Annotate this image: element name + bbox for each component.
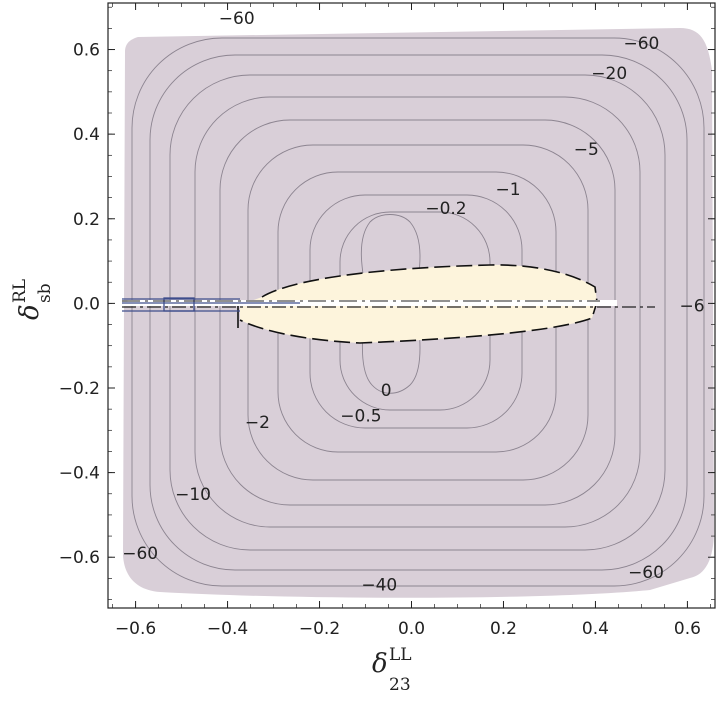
y-axis-subscript: sb: [35, 283, 55, 303]
contour-line: [194, 96, 641, 528]
contour-value-label: −60: [623, 34, 659, 54]
x-tick-label: 0.0: [398, 619, 425, 639]
zero-band-white: [122, 300, 617, 306]
axis-tick-labels: −0.6 −0.4 −0.2 0.0 0.2 0.4 0.6 0.6 0.4 0.2 0.0 −0.2…: [59, 41, 701, 639]
contour-labels: −60−60−20−5−1−0.2−60−0.5−2−10−60−60−40: [122, 9, 704, 596]
contour-value-label: −2: [245, 413, 270, 433]
contour-value-label: 0: [381, 381, 392, 401]
x-tick-label: −0.4: [207, 619, 248, 639]
y-axis-label: δ RL sb: [10, 279, 55, 320]
contour-value-label: −0.2: [425, 199, 466, 219]
contour-line: [219, 119, 616, 506]
x-axis-symbol: δ: [372, 649, 388, 679]
x-axis-subscript: 23: [389, 675, 411, 695]
x-tick-label: 0.6: [674, 619, 701, 639]
y-axis-symbol: δ: [15, 304, 45, 320]
contour-value-label: −60: [628, 563, 664, 583]
y-tick-label: −0.2: [59, 379, 100, 399]
contour-value-label: −1: [496, 180, 521, 200]
y-tick-label: 0.0: [73, 294, 100, 314]
axis-ticks: [108, 3, 715, 608]
x-tick-label: −0.6: [115, 619, 156, 639]
contour-value-label: −40: [361, 576, 397, 596]
y-tick-label: −0.6: [59, 548, 100, 568]
y-tick-label: 0.2: [73, 210, 100, 230]
contour-line: [169, 74, 666, 551]
contour-value-label: −20: [591, 64, 627, 84]
x-tick-label: 0.4: [582, 619, 609, 639]
zero-band-blue-box: [163, 297, 195, 312]
x-axis-label: δ LL 23: [372, 645, 412, 695]
y-tick-label: −0.4: [59, 464, 100, 484]
contour-value-label: −5: [574, 140, 599, 160]
x-tick-label: −0.2: [299, 619, 340, 639]
y-tick-label: 0.6: [73, 41, 100, 61]
y-tick-label: 0.4: [73, 125, 100, 145]
x-tick-label: 0.2: [490, 619, 517, 639]
contour-line: [131, 37, 705, 587]
x-axis-superscript: LL: [389, 645, 412, 665]
contour-value-label: −60: [219, 9, 255, 29]
contour-value-label: −60: [122, 544, 158, 564]
y-axis-superscript: RL: [10, 279, 30, 303]
contour-value-label: −0.5: [340, 407, 381, 427]
contour-value-label: −10: [175, 485, 211, 505]
zero-contour: [239, 264, 598, 344]
contour-value-label: −6: [679, 297, 704, 317]
contour-line: [149, 54, 688, 571]
